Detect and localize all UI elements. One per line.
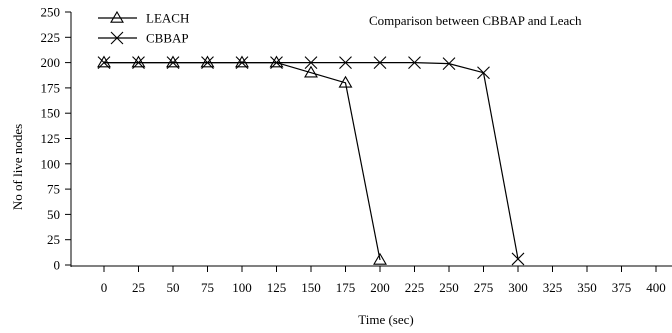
data-point-leach bbox=[338, 75, 353, 88]
x-tick-label: 50 bbox=[167, 280, 180, 295]
data-point-cbbap bbox=[132, 56, 145, 69]
x-tick-label: 75 bbox=[201, 280, 214, 295]
legend-label-cbbap: CBBAP bbox=[146, 31, 189, 46]
x-tick-label: 100 bbox=[232, 280, 252, 295]
y-tick-label: 50 bbox=[47, 207, 60, 222]
data-point-leach bbox=[304, 65, 318, 78]
series-layer bbox=[97, 55, 525, 266]
data-point-cbbap bbox=[477, 66, 490, 80]
data-point-cbbap bbox=[304, 56, 318, 69]
x-tick-label: 300 bbox=[508, 280, 528, 295]
x-ticks: 0 25 50 75 100 125 150 175 200 225 250 275 300 325 350… bbox=[101, 266, 666, 295]
legend-item-cbbap: CBBAP bbox=[98, 31, 189, 46]
y-tick-label: 175 bbox=[41, 80, 61, 95]
data-point-leach bbox=[166, 55, 180, 68]
series-line-leach bbox=[104, 61, 381, 261]
data-point-cbbap bbox=[235, 56, 249, 69]
data-point-cbbap bbox=[442, 57, 456, 71]
x-tick-label: 400 bbox=[646, 280, 666, 295]
x-axis-title: Time (sec) bbox=[358, 312, 414, 327]
data-point-cbbap bbox=[270, 56, 283, 69]
series-line-cbbap bbox=[104, 61, 519, 260]
y-tick-label: 75 bbox=[47, 182, 60, 197]
data-point-leach bbox=[200, 55, 215, 68]
data-point-leach bbox=[235, 55, 249, 68]
y-ticks: 0 25 50 75 100 125 150 175 200 225 250 bbox=[41, 5, 71, 273]
data-point-leach bbox=[97, 55, 111, 68]
x-tick-label: 125 bbox=[267, 280, 287, 295]
y-tick-label: 100 bbox=[41, 156, 61, 171]
series-leach bbox=[97, 55, 387, 265]
x-tick-label: 225 bbox=[405, 280, 425, 295]
x-tick-label: 150 bbox=[301, 280, 321, 295]
data-point-cbbap bbox=[201, 56, 214, 69]
y-tick-label: 250 bbox=[41, 5, 61, 20]
data-point-cbbap bbox=[339, 56, 352, 69]
data-point-cbbap bbox=[373, 56, 387, 69]
data-point-cbbap bbox=[511, 252, 525, 266]
legend-marker-leach bbox=[110, 10, 124, 23]
y-axis-title: No of live nodes bbox=[10, 124, 25, 210]
x-tick-label: 0 bbox=[101, 280, 108, 295]
data-point-leach bbox=[131, 55, 146, 68]
chart-title: Comparison between CBBAP and Leach bbox=[369, 13, 582, 28]
legend-label-leach: LEACH bbox=[146, 11, 189, 26]
legend: LEACH CBBAP bbox=[98, 11, 189, 46]
x-tick-label: 325 bbox=[543, 280, 563, 295]
data-point-leach bbox=[373, 252, 387, 265]
y-tick-label: 25 bbox=[47, 232, 60, 247]
y-tick-label: 125 bbox=[41, 131, 61, 146]
y-tick-label: 150 bbox=[41, 106, 61, 121]
x-tick-label: 200 bbox=[370, 280, 390, 295]
x-tick-label: 250 bbox=[439, 280, 459, 295]
x-tick-label: 175 bbox=[336, 280, 356, 295]
x-tick-label: 375 bbox=[612, 280, 632, 295]
data-point-cbbap bbox=[408, 56, 421, 69]
data-point-cbbap bbox=[97, 56, 111, 69]
x-tick-label: 350 bbox=[577, 280, 597, 295]
data-point-leach bbox=[269, 55, 284, 68]
data-point-cbbap bbox=[166, 56, 180, 69]
y-tick-label: 200 bbox=[41, 55, 61, 70]
series-cbbap bbox=[97, 56, 525, 266]
x-tick-label: 25 bbox=[132, 280, 145, 295]
y-tick-label: 225 bbox=[41, 30, 61, 45]
x-tick-label: 275 bbox=[474, 280, 494, 295]
y-tick-label: 0 bbox=[54, 258, 61, 273]
legend-marker-cbbap bbox=[110, 31, 124, 45]
legend-item-leach: LEACH bbox=[98, 11, 189, 26]
